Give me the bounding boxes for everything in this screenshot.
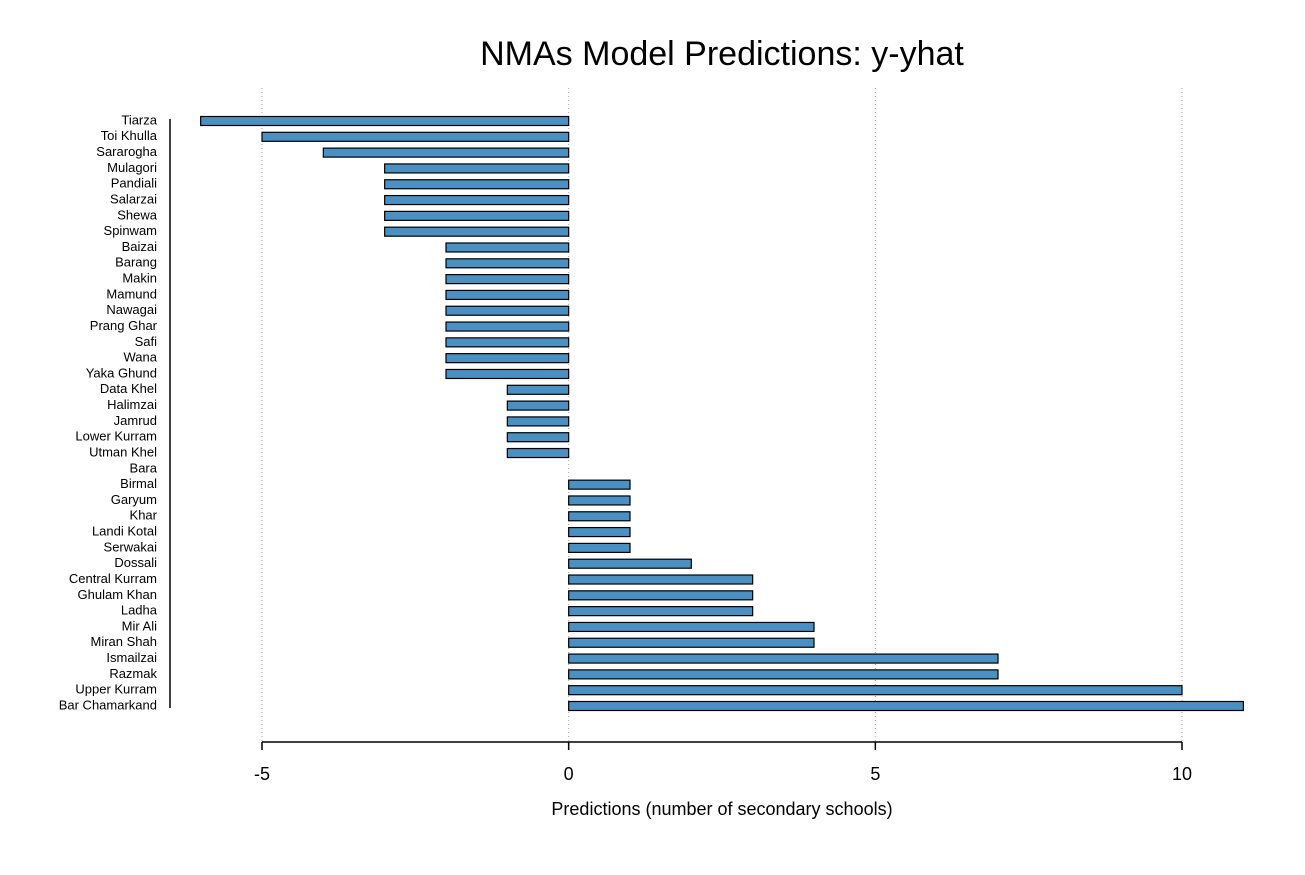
x-tick-label: 5: [870, 764, 880, 784]
bar: [506, 416, 570, 427]
y-tick-label: Safi: [135, 334, 158, 349]
x-tick-label: 0: [564, 764, 574, 784]
y-tick-label: Spinwam: [104, 223, 157, 238]
bar: [200, 115, 570, 127]
y-tick-label: Upper Kurram: [75, 682, 157, 697]
bar: [261, 131, 570, 142]
y-tick-label: Mamund: [106, 286, 157, 301]
bar: [506, 447, 570, 459]
y-tick-label: Garyum: [111, 492, 157, 507]
bar: [384, 163, 570, 174]
bar: [445, 337, 570, 348]
y-tick-label: Ladha: [121, 603, 158, 618]
bar: [568, 542, 631, 553]
bar: [445, 353, 570, 364]
bar: [568, 590, 754, 601]
bar: [445, 258, 570, 269]
bar: [568, 606, 754, 617]
y-tick-label: Mulagori: [107, 160, 157, 175]
bar: [568, 637, 815, 648]
y-tick-label: Data Khel: [100, 381, 157, 396]
x-axis-title: Predictions (number of secondary schools…: [551, 799, 892, 819]
y-tick-label: Central Kurram: [69, 571, 157, 586]
y-tick-label: Yaka Ghund: [86, 365, 157, 380]
y-tick-label: Dossali: [114, 555, 157, 570]
bar: [384, 210, 570, 221]
bar: [568, 574, 754, 585]
y-tick-label: Sararogha: [96, 144, 157, 159]
y-tick-label: Makin: [122, 271, 157, 286]
y-tick-label: Razmak: [109, 666, 157, 681]
bar: [445, 321, 570, 332]
y-tick-label: Nawagai: [106, 302, 157, 317]
bar: [568, 511, 631, 522]
bar: [384, 226, 570, 237]
x-tick-label: 10: [1172, 764, 1192, 784]
bar: [445, 289, 570, 301]
bar: [506, 400, 570, 411]
y-tick-label: Tiarza: [121, 112, 157, 127]
y-tick-label: Bara: [130, 460, 158, 475]
y-tick-label: Ismailzai: [106, 650, 157, 665]
y-tick-label: Miran Shah: [91, 634, 157, 649]
y-tick-label: Utman Khel: [89, 444, 157, 459]
y-tick-label: Bar Chamarkand: [59, 697, 157, 712]
y-tick-label: Birmal: [120, 476, 157, 491]
y-tick-label: Pandiali: [111, 176, 157, 191]
y-tick-label: Shewa: [117, 207, 158, 222]
y-tick-label: Prang Ghar: [90, 318, 158, 333]
bar: [506, 432, 570, 443]
bar: [568, 700, 1244, 712]
y-tick-label: Baizai: [122, 239, 158, 254]
bar: [445, 305, 570, 316]
bar: [384, 179, 570, 190]
x-tick-label: -5: [254, 764, 270, 784]
y-tick-label: Khar: [130, 508, 158, 523]
y-tick-label: Toi Khulla: [101, 128, 158, 143]
y-tick-label: Salarzai: [110, 191, 157, 206]
bar: [506, 384, 570, 395]
bar: [445, 242, 570, 253]
chart-title: NMAs Model Predictions: y-yhat: [480, 35, 964, 73]
y-tick-label: Mir Ali: [122, 618, 158, 633]
bar: [568, 479, 631, 490]
bar: [568, 495, 631, 506]
y-tick-label: Wana: [124, 350, 158, 365]
bar: [568, 653, 999, 664]
bar: [445, 368, 570, 380]
bar: [445, 274, 570, 285]
y-tick-label: Barang: [115, 255, 157, 270]
y-tick-label: Ghulam Khan: [78, 587, 158, 602]
bar: [322, 147, 570, 158]
bar: [384, 194, 570, 206]
bar: [568, 685, 1183, 696]
y-tick-label: Halimzai: [107, 397, 157, 412]
y-tick-label: Landi Kotal: [92, 524, 157, 539]
bar: [568, 526, 631, 538]
bar: [568, 669, 999, 680]
y-tick-label: Lower Kurram: [75, 429, 157, 444]
bar: [568, 621, 815, 633]
y-tick-label: Jamrud: [114, 413, 157, 428]
y-tick-label: Serwakai: [104, 539, 158, 554]
bar: [568, 558, 692, 569]
